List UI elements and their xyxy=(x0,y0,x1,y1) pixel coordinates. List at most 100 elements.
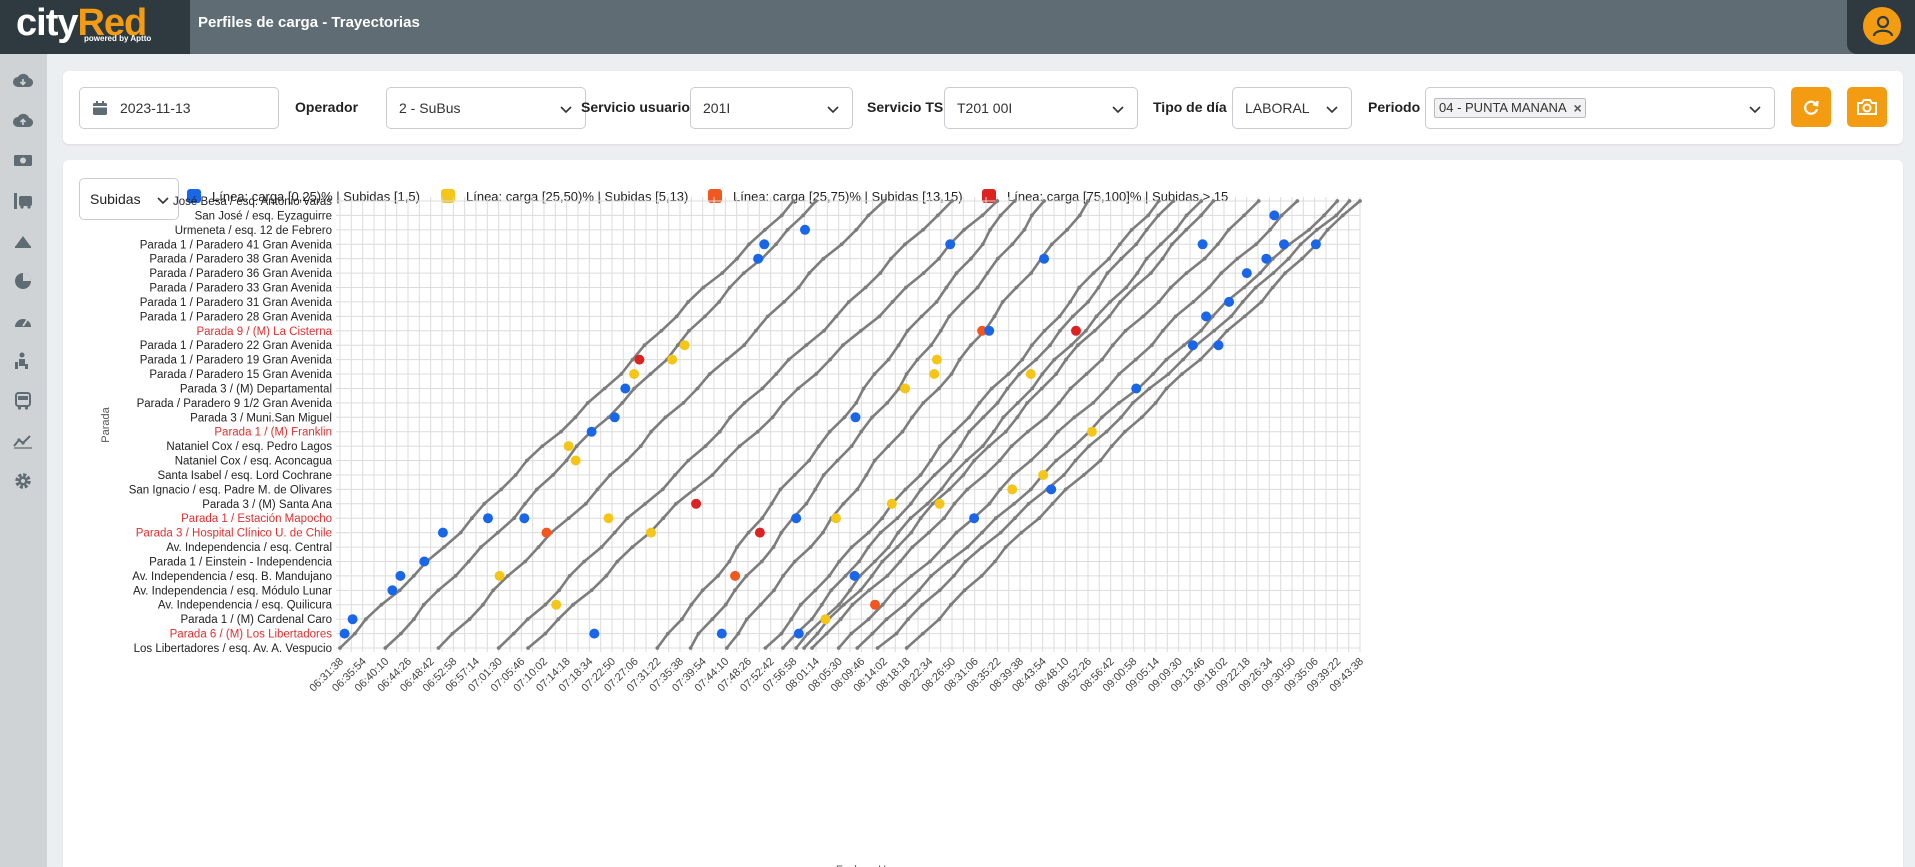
user-menu-button[interactable] xyxy=(1861,5,1903,47)
trajectory-point xyxy=(1117,401,1121,405)
legend-item-orange[interactable]: Línea: carga [25,75)% | Subidas [13,15) xyxy=(733,189,963,204)
trajectory-point xyxy=(1037,516,1042,521)
trajectory-point xyxy=(442,545,446,549)
cloud-upload-icon[interactable] xyxy=(10,108,36,134)
trajectory-point xyxy=(723,458,728,463)
trajectory-point xyxy=(880,602,885,607)
trajectory-point xyxy=(1158,242,1163,247)
tipo-dia-select[interactable]: LABORAL xyxy=(1232,87,1352,129)
servicio-usuario-select[interactable]: 201I xyxy=(690,87,853,129)
trajectory-point xyxy=(1014,285,1019,290)
trajectory-point xyxy=(791,199,796,203)
trajectory-point xyxy=(680,617,684,622)
trajectory-point xyxy=(822,328,826,333)
trajectory-point xyxy=(1084,328,1088,333)
trajectory-point xyxy=(1063,487,1068,492)
bus-icon[interactable] xyxy=(10,388,36,414)
load-icon[interactable] xyxy=(10,228,36,254)
legend-item-blue[interactable]: Línea: carga [0,25)% | Subidas [1,5) xyxy=(212,189,420,204)
remove-tag-icon[interactable]: × xyxy=(1573,100,1582,116)
trajectory-line xyxy=(876,200,1351,650)
bus-stop-icon[interactable] xyxy=(10,188,36,214)
servicio-ts-select[interactable]: T201 00I xyxy=(944,87,1138,129)
trajectory-point xyxy=(910,545,915,549)
trajectory-point xyxy=(1181,357,1185,362)
trajectory-point xyxy=(813,588,818,593)
top-bar: cityRed powered by Aptto Perfiles de car… xyxy=(0,0,1915,54)
trajectory-point xyxy=(870,631,875,636)
logo[interactable]: cityRed powered by Aptto xyxy=(0,0,190,54)
trajectory-point xyxy=(846,300,851,304)
trajectory-point xyxy=(1009,444,1014,448)
trajectory-point xyxy=(969,256,973,261)
y-tick-label: Parada / Paradero 15 Gran Avenida xyxy=(149,369,332,381)
trajectory-point xyxy=(723,602,728,607)
trajectory-point xyxy=(567,574,572,578)
boarding-marker xyxy=(870,599,880,610)
trajectory-point xyxy=(778,487,783,492)
trajectory-point xyxy=(837,559,842,564)
trajectory-point xyxy=(523,559,528,564)
y-tick-label: Parada 1 / Paradero 22 Gran Avenida xyxy=(140,340,333,352)
trajectory-point xyxy=(1199,199,1204,203)
pie-chart-icon[interactable] xyxy=(10,268,36,294)
operador-value: 2 - SuBus xyxy=(399,100,461,116)
trajectory-point xyxy=(1054,458,1059,463)
trajectory-point xyxy=(929,343,934,348)
trajectory-point xyxy=(1135,271,1140,275)
y-tick-label: Parada 1 / Paradero 19 Gran Avenida xyxy=(140,355,333,367)
trajectory-point xyxy=(921,227,925,232)
trajectory-point xyxy=(937,256,941,261)
trajectory-point xyxy=(674,314,679,319)
trajectory-point xyxy=(841,602,846,607)
trajectory-point xyxy=(450,631,455,636)
trajectory-point xyxy=(1119,415,1123,420)
trajectory-point xyxy=(1199,213,1203,218)
trajectory-point xyxy=(479,545,483,549)
trajectory-point xyxy=(551,473,555,477)
trajectory-point xyxy=(741,271,746,275)
boarding-marker xyxy=(820,614,831,625)
trajectory-point xyxy=(1151,372,1155,376)
passenger-icon[interactable] xyxy=(10,348,36,374)
y-tick-label: Parada / Paradero 38 Gran Avenida xyxy=(149,254,332,266)
boarding-marker xyxy=(849,570,860,581)
trajectory-point xyxy=(850,602,855,607)
servicio-usuario-label: Servicio usuario xyxy=(581,99,690,115)
gauge-icon[interactable] xyxy=(10,308,36,334)
tipo-dia-value: LABORAL xyxy=(1245,100,1310,116)
boarding-marker xyxy=(969,513,980,524)
boarding-marker xyxy=(634,354,645,365)
screenshot-button[interactable] xyxy=(1847,87,1887,127)
y-tick-label: San Ignacio / esq. Padre M. de Olivares xyxy=(129,484,333,496)
trajectory-point xyxy=(736,631,741,636)
metric-select[interactable]: Subidas xyxy=(79,178,179,220)
trajectory-point xyxy=(758,602,763,607)
trajectory-point xyxy=(834,314,839,319)
cloud-download-icon[interactable] xyxy=(10,68,36,94)
refresh-button[interactable] xyxy=(1791,87,1831,127)
boarding-marker xyxy=(603,513,614,524)
boarding-marker xyxy=(759,239,770,250)
trajectory-point xyxy=(1173,314,1178,319)
servicio-usuario-value: 201I xyxy=(703,100,731,116)
periodo-tag[interactable]: 04 - PUNTA MANANA × xyxy=(1434,98,1586,118)
periodo-multiselect[interactable]: 04 - PUNTA MANANA × xyxy=(1425,87,1775,129)
trajectory-point xyxy=(836,646,841,650)
trajectory-point xyxy=(926,530,931,535)
gear-icon[interactable] xyxy=(10,468,36,494)
trajectory-point xyxy=(785,227,790,232)
trajectory-point xyxy=(1109,444,1114,448)
boarding-marker xyxy=(339,628,350,639)
money-icon[interactable] xyxy=(10,148,36,174)
boarding-marker xyxy=(347,614,358,625)
boarding-marker xyxy=(551,599,562,610)
trend-icon[interactable] xyxy=(10,428,36,454)
trajectory-point xyxy=(1300,256,1304,261)
trajectory-point xyxy=(863,285,868,290)
trajectory-point xyxy=(982,473,987,477)
trajectory-point xyxy=(998,487,1003,492)
date-picker[interactable]: 2023-11-13 xyxy=(79,87,279,129)
operador-select[interactable]: 2 - SuBus xyxy=(386,87,586,129)
trajectory-point xyxy=(1040,372,1045,376)
